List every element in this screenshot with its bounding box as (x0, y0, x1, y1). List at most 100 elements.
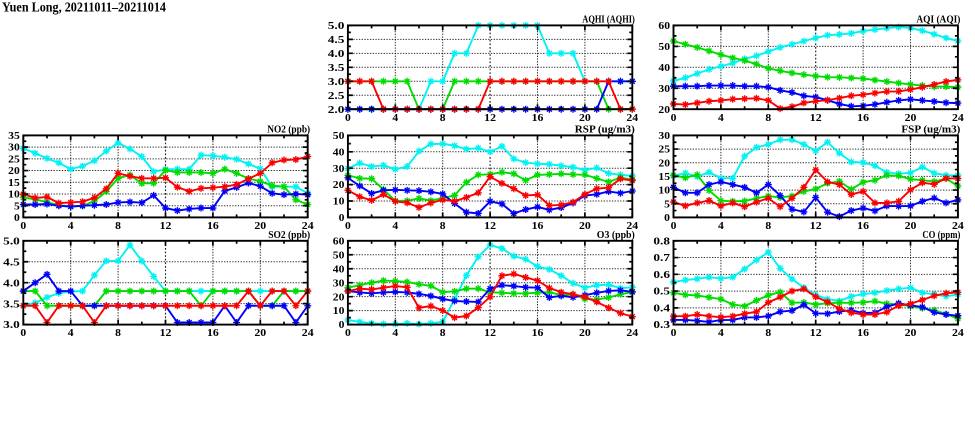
svg-text:20: 20 (8, 165, 20, 177)
svg-text:RSP (ug/m3): RSP (ug/m3) (575, 125, 636, 136)
svg-text:24: 24 (952, 112, 964, 124)
svg-text:20: 20 (658, 157, 670, 169)
svg-text:30: 30 (658, 83, 670, 95)
svg-text:0: 0 (664, 212, 670, 224)
svg-text:8: 8 (115, 327, 121, 339)
svg-text:20: 20 (579, 220, 591, 232)
svg-text:12: 12 (484, 220, 496, 232)
svg-text:12: 12 (160, 327, 172, 339)
svg-text:FSP (ug/m3): FSP (ug/m3) (901, 125, 961, 136)
svg-text:12: 12 (810, 327, 822, 339)
svg-text:30: 30 (333, 277, 345, 289)
svg-text:8: 8 (440, 112, 446, 124)
svg-text:8: 8 (440, 220, 446, 232)
svg-text:50: 50 (333, 130, 345, 142)
svg-text:10: 10 (658, 185, 670, 197)
svg-text:40: 40 (333, 146, 345, 158)
svg-text:35: 35 (8, 130, 20, 142)
svg-text:3.5: 3.5 (3, 298, 20, 310)
svg-text:4: 4 (68, 220, 74, 232)
svg-text:8: 8 (765, 327, 771, 339)
svg-text:5.0: 5.0 (328, 20, 345, 32)
svg-text:0.3: 0.3 (653, 319, 670, 331)
svg-text:15: 15 (658, 171, 670, 183)
svg-text:10: 10 (333, 196, 345, 208)
svg-text:4: 4 (718, 220, 724, 232)
svg-text:20: 20 (579, 112, 591, 124)
svg-text:AQI (AQI): AQI (AQI) (916, 15, 960, 26)
svg-text:4.5: 4.5 (328, 34, 345, 46)
svg-text:3.0: 3.0 (328, 76, 345, 88)
svg-text:4: 4 (718, 112, 724, 124)
svg-text:12: 12 (810, 112, 822, 124)
svg-text:16: 16 (857, 220, 869, 232)
svg-text:0: 0 (345, 327, 351, 339)
svg-text:4: 4 (68, 327, 74, 339)
svg-text:10: 10 (8, 189, 20, 201)
svg-text:NO2 (ppb): NO2 (ppb) (267, 125, 310, 136)
svg-text:12: 12 (484, 327, 496, 339)
svg-text:0: 0 (339, 212, 345, 224)
svg-text:20: 20 (254, 220, 266, 232)
svg-text:24: 24 (626, 220, 638, 232)
svg-text:2.0: 2.0 (328, 104, 345, 116)
svg-text:20: 20 (905, 327, 917, 339)
svg-text:4.0: 4.0 (3, 277, 20, 289)
svg-text:24: 24 (626, 327, 638, 339)
svg-text:0.6: 0.6 (653, 269, 670, 281)
svg-text:30: 30 (8, 142, 20, 154)
svg-text:5: 5 (664, 198, 670, 210)
svg-text:2.5: 2.5 (328, 90, 345, 102)
svg-text:4: 4 (392, 220, 398, 232)
svg-text:30: 30 (333, 163, 345, 175)
svg-text:20: 20 (658, 104, 670, 116)
svg-text:0.7: 0.7 (653, 252, 670, 264)
svg-text:50: 50 (658, 41, 670, 53)
svg-text:0: 0 (339, 319, 345, 331)
svg-text:4: 4 (392, 327, 398, 339)
svg-text:8: 8 (440, 327, 446, 339)
svg-text:25: 25 (8, 153, 20, 165)
svg-text:24: 24 (952, 220, 964, 232)
svg-text:8: 8 (115, 220, 121, 232)
svg-text:16: 16 (857, 112, 869, 124)
svg-text:0: 0 (20, 327, 26, 339)
svg-text:60: 60 (658, 20, 670, 32)
svg-text:24: 24 (302, 220, 314, 232)
svg-text:20: 20 (254, 327, 266, 339)
svg-text:15: 15 (8, 177, 20, 189)
svg-text:SO2 (ppb): SO2 (ppb) (268, 230, 310, 241)
svg-text:60: 60 (333, 235, 345, 247)
svg-text:20: 20 (905, 112, 917, 124)
svg-text:0: 0 (671, 327, 677, 339)
svg-text:0: 0 (20, 220, 26, 232)
svg-text:0: 0 (345, 112, 351, 124)
svg-text:16: 16 (207, 220, 219, 232)
svg-text:16: 16 (207, 327, 219, 339)
svg-text:24: 24 (626, 112, 638, 124)
svg-text:20: 20 (579, 327, 591, 339)
svg-text:40: 40 (333, 263, 345, 275)
svg-text:0.5: 0.5 (653, 286, 670, 298)
svg-text:5: 5 (14, 200, 20, 212)
svg-text:20: 20 (333, 291, 345, 303)
svg-text:16: 16 (532, 327, 544, 339)
svg-text:20: 20 (333, 179, 345, 191)
svg-text:30: 30 (658, 130, 670, 142)
svg-text:0.8: 0.8 (653, 235, 670, 247)
svg-text:24: 24 (952, 327, 964, 339)
svg-text:40: 40 (658, 62, 670, 74)
svg-text:Yuen Long, 20211011–20211014: Yuen Long, 20211011–20211014 (2, 0, 166, 15)
svg-text:0: 0 (345, 220, 351, 232)
svg-text:4.0: 4.0 (328, 48, 345, 60)
svg-text:CO (ppm): CO (ppm) (922, 230, 960, 241)
svg-text:24: 24 (302, 327, 314, 339)
svg-text:3.0: 3.0 (3, 319, 20, 331)
svg-text:12: 12 (160, 220, 172, 232)
svg-text:25: 25 (658, 144, 670, 156)
svg-text:10: 10 (333, 305, 345, 317)
svg-text:0: 0 (671, 112, 677, 124)
svg-text:AQHI (AQHI): AQHI (AQHI) (582, 15, 635, 26)
svg-text:5.0: 5.0 (3, 235, 20, 247)
svg-text:0.4: 0.4 (653, 302, 670, 314)
